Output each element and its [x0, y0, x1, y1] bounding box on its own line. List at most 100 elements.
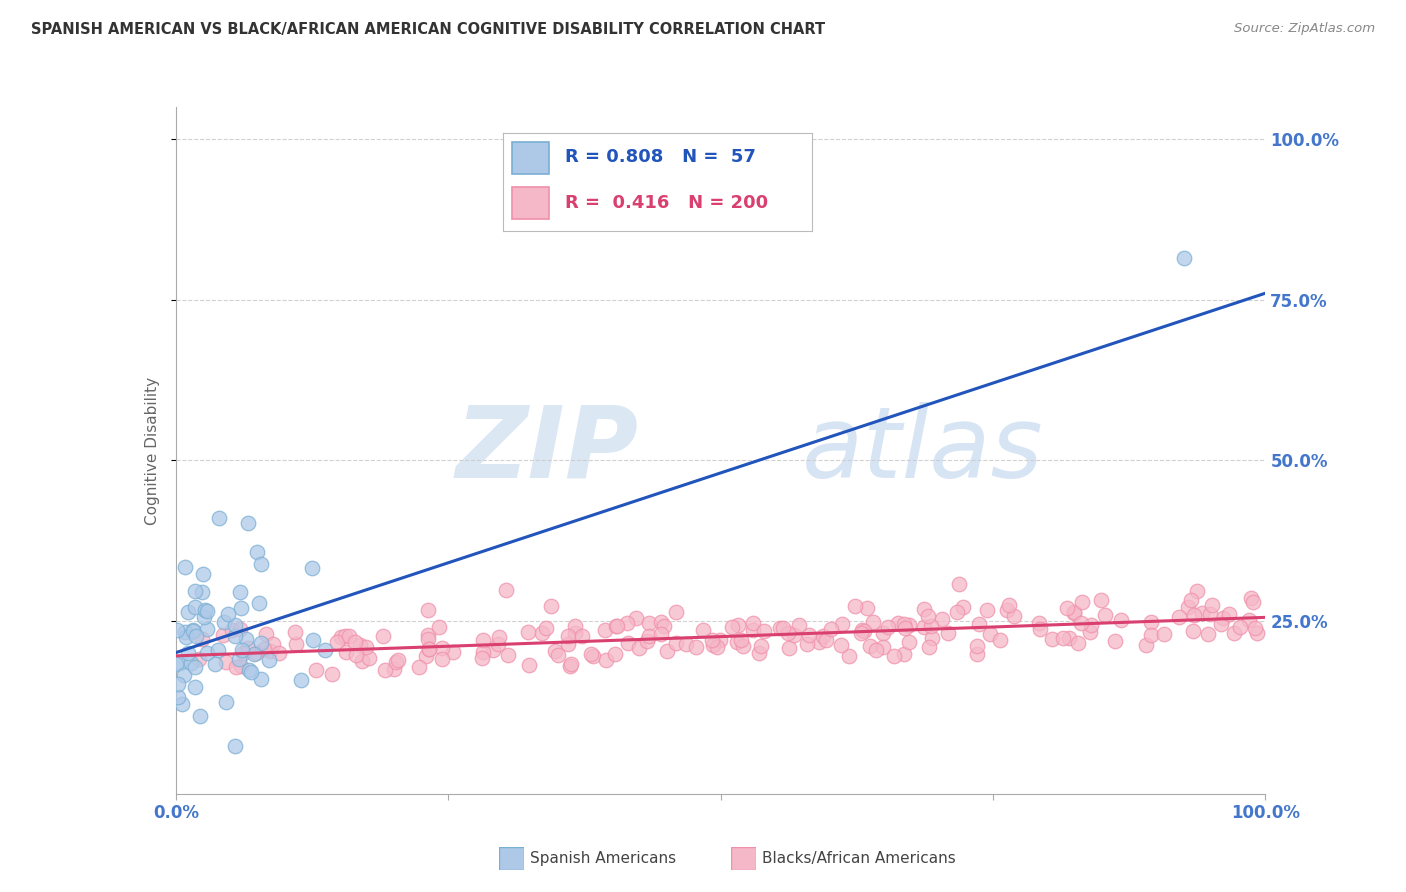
Point: [242, 647, 264, 661]
Point: [772, 621, 794, 635]
Point: [385, 655, 408, 669]
Point: [582, 649, 605, 664]
Point: [564, 618, 586, 632]
Point: [235, 632, 257, 646]
Point: [914, 620, 936, 634]
Point: [844, 599, 866, 614]
Point: [215, 695, 238, 709]
Point: [471, 633, 494, 648]
Point: [330, 630, 353, 644]
Point: [720, 620, 742, 634]
Point: [204, 657, 226, 672]
Point: [257, 653, 280, 667]
Point: [1218, 607, 1240, 621]
Point: [1241, 595, 1264, 609]
Point: [851, 623, 873, 637]
Point: [359, 650, 381, 665]
Point: [221, 624, 243, 638]
Text: R = 0.808   N =  57: R = 0.808 N = 57: [565, 148, 755, 166]
Point: [165, 657, 187, 671]
Point: [290, 673, 312, 688]
Point: [979, 627, 1001, 641]
Point: [783, 627, 806, 641]
Point: [702, 633, 724, 648]
Point: [1237, 613, 1260, 627]
Point: [267, 646, 290, 660]
Point: [238, 663, 260, 677]
Point: [229, 622, 252, 636]
Point: [605, 647, 627, 661]
Point: [995, 603, 1018, 617]
Point: [486, 637, 509, 651]
Point: [1153, 627, 1175, 641]
Point: [301, 632, 323, 647]
Point: [184, 629, 207, 643]
Point: [231, 659, 253, 673]
Point: [1002, 609, 1025, 624]
Point: [231, 600, 253, 615]
Point: [495, 582, 517, 597]
Point: [305, 663, 328, 677]
Point: [188, 709, 211, 723]
Point: [1209, 616, 1232, 631]
Point: [208, 511, 231, 525]
Point: [184, 660, 207, 674]
Text: R =  0.416   N = 200: R = 0.416 N = 200: [565, 194, 768, 212]
Point: [236, 641, 259, 656]
Point: [167, 690, 190, 704]
Point: [354, 640, 377, 654]
Point: [605, 619, 627, 633]
Point: [1167, 610, 1189, 624]
Point: [616, 615, 638, 630]
Point: [838, 649, 860, 664]
Point: [636, 634, 658, 648]
Point: [1080, 618, 1102, 632]
Point: [796, 637, 818, 651]
Point: [894, 621, 917, 635]
Point: [1109, 613, 1132, 627]
Point: [886, 615, 908, 630]
Point: [709, 632, 731, 647]
Point: [262, 637, 284, 651]
Point: [1078, 625, 1101, 640]
Point: [626, 610, 648, 624]
Point: [685, 640, 707, 654]
Point: [1140, 615, 1163, 629]
Point: [314, 643, 336, 657]
Text: ZIP: ZIP: [456, 402, 638, 499]
Point: [997, 598, 1019, 612]
Point: [245, 646, 267, 660]
Point: [865, 643, 887, 657]
Text: Blacks/African Americans: Blacks/African Americans: [762, 851, 956, 865]
Point: [751, 640, 773, 654]
Point: [560, 657, 582, 671]
Point: [748, 646, 770, 660]
Point: [1063, 605, 1085, 619]
Point: [236, 516, 259, 530]
Point: [778, 626, 800, 640]
Point: [893, 616, 915, 631]
Point: [1090, 592, 1112, 607]
Point: [1187, 584, 1209, 599]
Point: [250, 673, 273, 687]
Point: [325, 635, 347, 649]
Point: [1140, 628, 1163, 642]
Point: [543, 644, 565, 658]
Point: [540, 599, 562, 614]
Y-axis label: Cognitive Disability: Cognitive Disability: [145, 376, 160, 524]
Point: [1243, 622, 1265, 636]
Point: [239, 665, 262, 679]
Point: [169, 656, 191, 670]
Point: [416, 603, 439, 617]
Point: [814, 632, 837, 647]
Point: [581, 648, 603, 662]
Point: [195, 622, 218, 636]
Point: [1184, 608, 1206, 623]
Point: [427, 620, 450, 634]
Point: [1070, 615, 1092, 630]
Point: [948, 576, 970, 591]
Point: [211, 628, 233, 642]
Point: [166, 624, 188, 638]
Point: [193, 567, 215, 582]
Point: [769, 622, 792, 636]
